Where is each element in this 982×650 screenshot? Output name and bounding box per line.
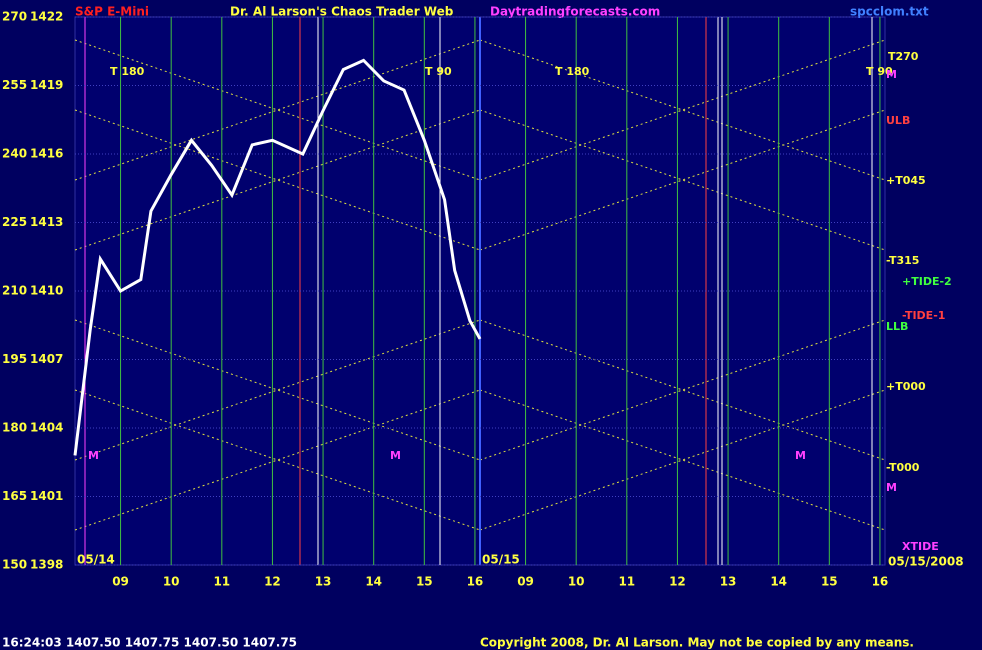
x-tick-label: 13: [315, 575, 332, 589]
x-tick-label: 12: [669, 575, 686, 589]
y2-tick-label: 195: [2, 352, 27, 366]
fan-line: [479, 109, 886, 251]
day-label: 05/15/2008: [888, 555, 964, 569]
x-tick-label: 09: [112, 575, 129, 589]
fan-line: [479, 39, 886, 181]
day-label: 05/15: [482, 553, 520, 567]
annotation: T 180: [110, 65, 145, 78]
fan-line: [74, 389, 481, 531]
day-label: 05/14: [77, 553, 115, 567]
annotation: T 180: [555, 65, 590, 78]
symbol: S&P E-Mini: [75, 5, 149, 19]
y2-tick-label: 240: [2, 147, 27, 161]
annotation: M: [390, 449, 401, 462]
annotation: -T315: [886, 254, 919, 267]
y-tick-label: 1407: [30, 352, 63, 366]
annotation: M: [886, 481, 897, 494]
y2-tick-label: 180: [2, 421, 27, 435]
x-tick-label: 11: [213, 575, 230, 589]
copyright: Copyright 2008, Dr. Al Larson. May not b…: [480, 636, 914, 650]
x-tick-label: 12: [264, 575, 281, 589]
fan-line: [74, 109, 481, 251]
x-tick-label: 15: [821, 575, 838, 589]
annotation: T270: [888, 50, 919, 63]
x-tick-label: 10: [163, 575, 180, 589]
fan-line: [74, 39, 481, 181]
fan-line: [74, 109, 481, 251]
annotation: T 90: [866, 65, 893, 78]
y-tick-label: 1419: [30, 78, 63, 92]
annotation: +TIDE-2: [902, 275, 952, 288]
y-tick-label: 1398: [30, 558, 63, 572]
annotation: M: [795, 449, 806, 462]
x-tick-label: 14: [770, 575, 787, 589]
x-tick-label: 10: [568, 575, 585, 589]
annotation: LLB: [886, 320, 908, 333]
x-tick-label: 14: [365, 575, 382, 589]
fan-line: [479, 109, 886, 251]
annotation: -TIDE-1: [902, 309, 945, 322]
fan-line: [479, 319, 886, 461]
annotation: T 90: [425, 65, 452, 78]
x-tick-label: 16: [467, 575, 484, 589]
y2-tick-label: 225: [2, 215, 27, 229]
annotation: M: [886, 68, 897, 81]
fan-line: [479, 319, 886, 461]
fan-line: [74, 319, 481, 461]
annotation: +T000: [886, 380, 926, 393]
y-tick-label: 1416: [30, 147, 63, 161]
y-tick-label: 1404: [30, 421, 63, 435]
fan-line: [479, 39, 886, 181]
y2-tick-label: 255: [2, 78, 27, 92]
fan-line: [479, 389, 886, 531]
x-tick-label: 13: [720, 575, 737, 589]
annotation: +T045: [886, 174, 926, 187]
price-line: [73, 58, 482, 456]
fan-line: [479, 389, 886, 531]
x-tick-label: 09: [517, 575, 534, 589]
x-tick-label: 16: [872, 575, 889, 589]
y2-tick-label: 150: [2, 558, 27, 572]
annotation: -T000: [886, 461, 920, 474]
annotation: XTIDE: [902, 540, 939, 553]
y-tick-label: 1410: [30, 284, 63, 298]
y2-tick-label: 165: [2, 489, 27, 503]
y2-tick-label: 270: [2, 10, 27, 24]
chart-title: Dr. Al Larson's Chaos Trader Web: [230, 5, 454, 19]
y2-tick-label: 210: [2, 284, 27, 298]
fan-line: [74, 389, 481, 531]
x-tick-label: 11: [618, 575, 635, 589]
y-tick-label: 1422: [30, 10, 63, 24]
annotation: M: [88, 449, 99, 462]
y-tick-label: 1413: [30, 215, 63, 229]
fan-line: [74, 39, 481, 181]
x-tick-label: 15: [416, 575, 433, 589]
fan-line: [74, 319, 481, 461]
file: spcclom.txt: [850, 5, 929, 19]
annotation: ULB: [886, 114, 910, 127]
site: Daytradingforecasts.com: [490, 5, 660, 19]
footer-quote: 16:24:03 1407.50 1407.75 1407.50 1407.75: [2, 636, 297, 650]
y-tick-label: 1401: [30, 489, 63, 503]
decoration: [74, 17, 886, 565]
